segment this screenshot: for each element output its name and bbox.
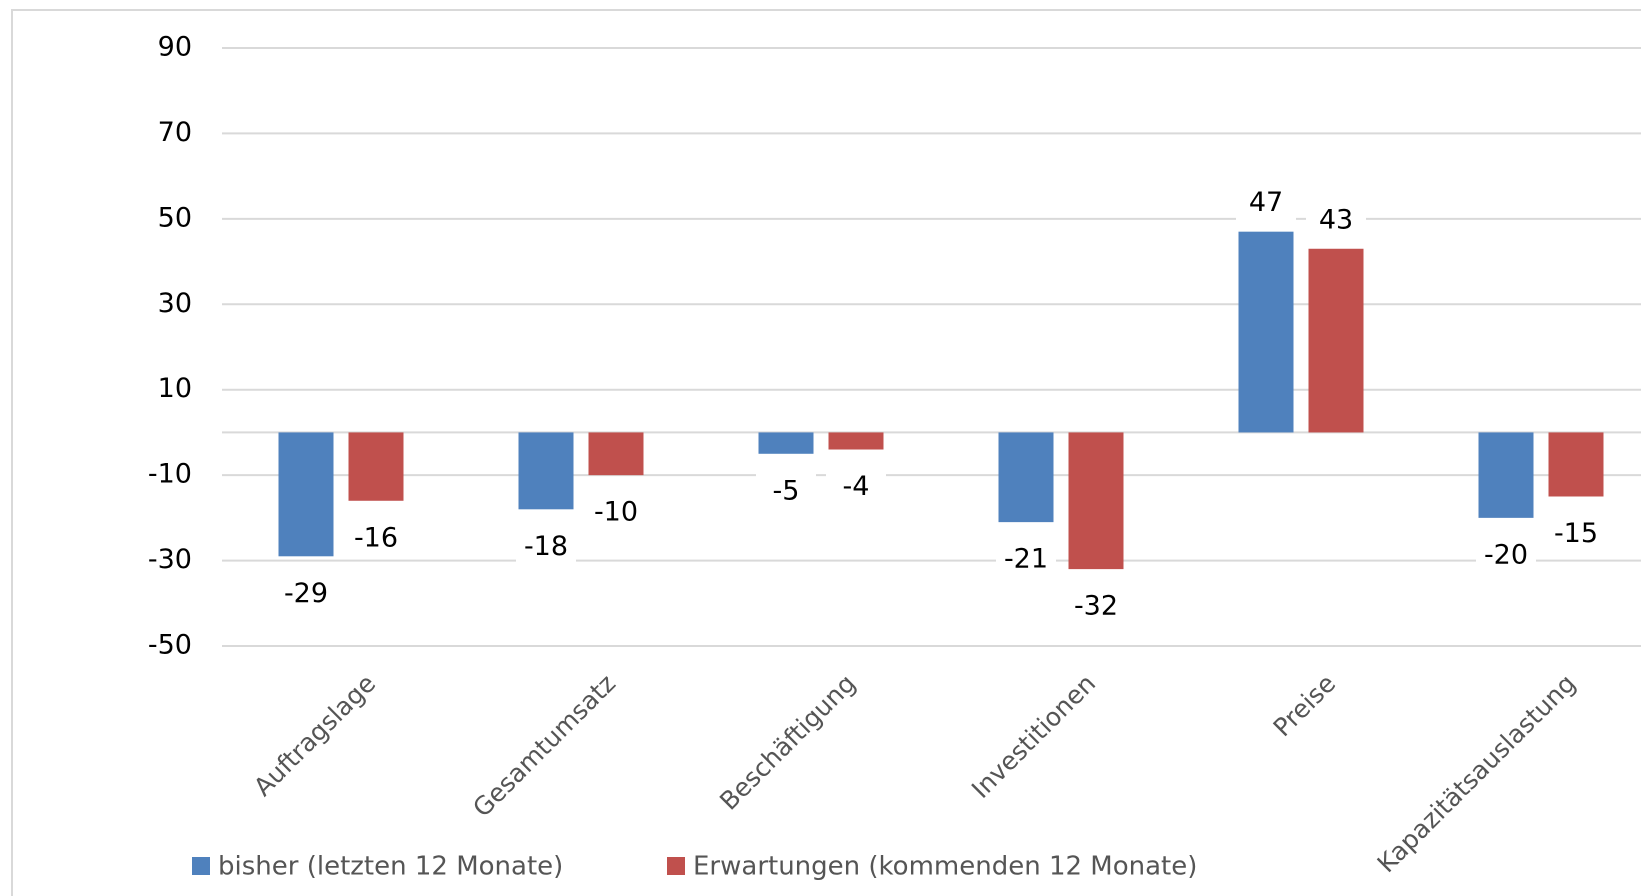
bar: [1548, 432, 1604, 497]
data-label: -21: [1004, 544, 1048, 575]
y-tick-label: 90: [158, 32, 192, 63]
bar: [1308, 248, 1364, 433]
x-tick-label: Gesamtumsatz: [467, 669, 621, 823]
data-label-bg: [826, 469, 886, 506]
bar: [348, 432, 404, 501]
data-label: -4: [843, 471, 870, 502]
data-label-bg: [1306, 202, 1366, 239]
chart-frame: [11, 9, 1641, 896]
bar: [588, 432, 644, 476]
data-label: -5: [773, 475, 800, 506]
bar: [758, 432, 814, 454]
bar: [518, 432, 574, 510]
data-label-bg: [276, 576, 336, 613]
legend-swatch: [192, 857, 210, 875]
x-tick-label: Auftragslage: [248, 669, 381, 802]
bar: [998, 432, 1054, 523]
data-label: -20: [1484, 539, 1528, 570]
data-label-bg: [346, 520, 406, 557]
data-label-bg: [586, 495, 646, 532]
y-tick-label: -50: [148, 630, 192, 661]
y-tick-label: -30: [148, 544, 192, 575]
data-label: -32: [1074, 591, 1118, 622]
bar: [278, 432, 334, 557]
y-tick-label: -10: [148, 459, 192, 490]
y-tick-label: 70: [158, 117, 192, 148]
bar: [1068, 432, 1124, 570]
data-label: -10: [594, 497, 638, 528]
data-label-bg: [756, 473, 816, 510]
x-tick-label: Preise: [1268, 669, 1342, 743]
bar: [1238, 231, 1294, 433]
data-label: -15: [1554, 518, 1598, 549]
bar: [1478, 432, 1534, 518]
data-label-bg: [1546, 516, 1606, 553]
data-label: 47: [1249, 187, 1283, 218]
bar: [828, 432, 884, 450]
data-label-bg: [1476, 537, 1536, 574]
data-label-bg: [1236, 185, 1296, 222]
legend-label: bisher (letzten 12 Monate): [218, 852, 563, 882]
data-label: -18: [524, 531, 568, 562]
data-label-bg: [516, 529, 576, 566]
data-label-bg: [1066, 589, 1126, 626]
data-label: -16: [354, 522, 398, 553]
legend-label: Erwartungen (kommenden 12 Monate): [693, 852, 1197, 882]
data-label: 43: [1319, 204, 1353, 235]
data-label-bg: [996, 542, 1056, 579]
y-tick-label: 50: [158, 202, 192, 233]
legend-swatch: [667, 857, 685, 875]
data-label: -29: [284, 578, 328, 609]
x-tick-label: Investitionen: [966, 669, 1101, 804]
x-tick-label: Beschäftigung: [714, 669, 861, 816]
y-tick-label: 30: [158, 288, 192, 319]
y-tick-label: 10: [158, 373, 192, 404]
x-tick-label: Kapazitätsauslastung: [1372, 669, 1582, 879]
